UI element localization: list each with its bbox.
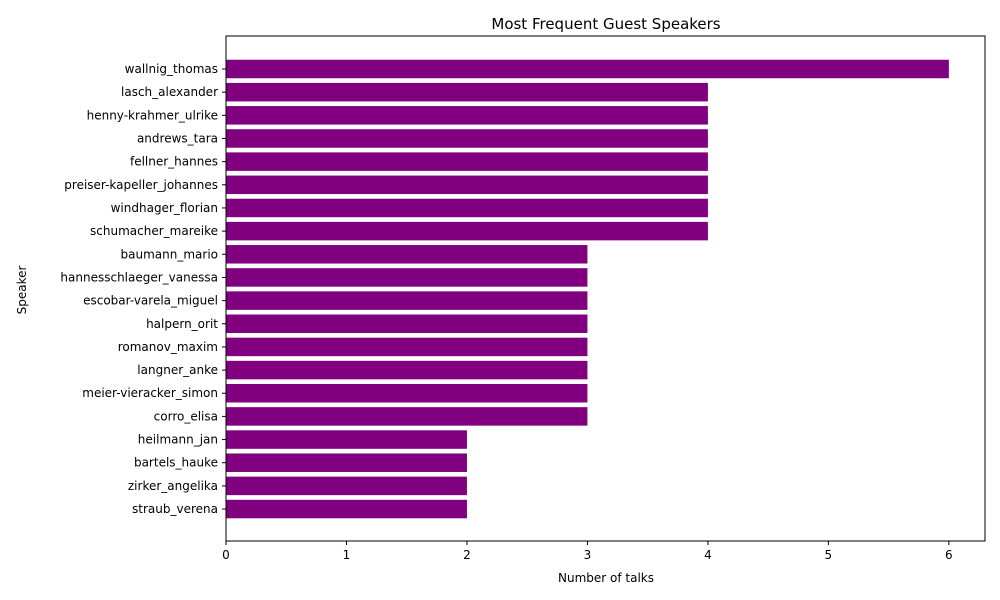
y-tick-label: bartels_hauke	[134, 456, 218, 470]
y-tick-label: langner_anke	[137, 363, 218, 377]
y-tick-label: halpern_orit	[146, 317, 218, 331]
y-axis-title: Speaker	[15, 266, 29, 315]
y-tick-label: meier-vieracker_simon	[82, 386, 218, 400]
x-tick-label: 0	[222, 548, 230, 562]
bar-preiser-kapeller_johannes	[226, 175, 708, 195]
chart-title: Most Frequent Guest Speakers	[491, 15, 720, 33]
y-tick-label: schumacher_mareike	[90, 224, 218, 238]
x-tick-label: 4	[704, 548, 712, 562]
x-tick-label: 6	[945, 548, 953, 562]
x-tick-label: 1	[343, 548, 351, 562]
bar-hannesschlaeger_vanessa	[226, 268, 588, 287]
bar-heilmann_jan	[226, 430, 467, 449]
plot-frame	[225, 35, 986, 542]
bar-corro_elisa	[226, 407, 588, 426]
bar-zirker_angelika	[226, 476, 467, 496]
x-tick-label: 2	[463, 548, 471, 562]
bar-wallnig_thomas	[226, 59, 949, 79]
bars-group	[226, 59, 949, 519]
bar-bartels_hauke	[226, 453, 467, 472]
y-tick-label: heilmann_jan	[138, 433, 218, 447]
bar-baumann_mario	[226, 245, 588, 264]
y-tick-label: wallnig_thomas	[125, 62, 218, 76]
y-tick-label: romanov_maxim	[118, 340, 218, 354]
bar-andrews_tara	[226, 129, 708, 148]
bar-windhager_florian	[226, 198, 708, 218]
bar-romanov_maxim	[226, 337, 588, 357]
bar-schumacher_mareike	[226, 221, 708, 241]
y-tick-label: escobar-varela_miguel	[83, 294, 218, 308]
bar-escobar-varela_miguel	[226, 291, 588, 310]
x-axis-ticks: 0 1 2 3 4 5 6	[222, 541, 953, 562]
bar-meier-vieracker_simon	[226, 383, 588, 403]
y-axis-ticks: wallnig_thomas lasch_alexander henny-krahm…	[60, 62, 226, 516]
y-tick-label: andrews_tara	[137, 131, 218, 145]
bar-langner_anke	[226, 360, 588, 380]
bar-fellner_hannes	[226, 152, 708, 171]
y-tick-label: fellner_hannes	[130, 155, 218, 169]
y-tick-label: henny-krahmer_ulrike	[87, 108, 218, 122]
x-tick-label: 3	[584, 548, 592, 562]
y-tick-label: hannesschlaeger_vanessa	[60, 270, 218, 284]
y-tick-label: windhager_florian	[111, 201, 218, 215]
y-tick-label: straub_verena	[132, 502, 218, 516]
x-axis-title: Number of talks	[558, 571, 654, 585]
y-tick-label: preiser-kapeller_johannes	[64, 178, 218, 192]
bar-halpern_orit	[226, 314, 588, 334]
bar-straub_verena	[226, 499, 467, 519]
bar-henny-krahmer_ulrike	[226, 106, 708, 125]
y-tick-label: corro_elisa	[154, 409, 218, 423]
y-tick-label: lasch_alexander	[121, 85, 218, 99]
x-tick-label: 5	[825, 548, 833, 562]
y-tick-label: baumann_mario	[121, 247, 218, 261]
y-tick-label: zirker_angelika	[128, 479, 218, 493]
bar-lasch_alexander	[226, 82, 708, 102]
